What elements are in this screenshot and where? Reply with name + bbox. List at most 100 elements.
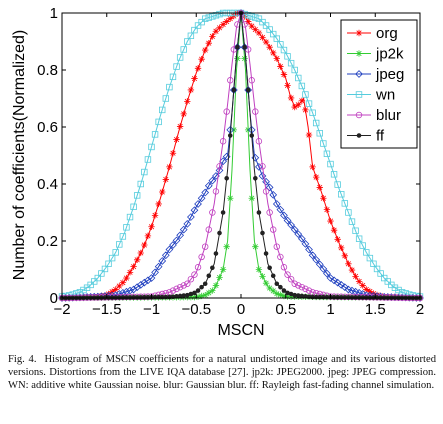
data-point-blur — [180, 282, 187, 289]
data-point-wn — [116, 241, 123, 248]
data-point-org — [248, 22, 255, 30]
data-point-ff — [285, 290, 290, 296]
data-point-org — [295, 101, 302, 108]
caption-text: Histogram of MSCN coefficients for a nat… — [8, 354, 436, 391]
data-point-wn — [366, 254, 374, 262]
x-tick-label: 0.5 — [275, 301, 296, 318]
data-point-wn — [108, 254, 116, 262]
y-axis-title: Number of coefficients(Normalized) — [11, 30, 28, 280]
data-point-jpeg — [319, 265, 328, 273]
data-point-jpeg — [287, 221, 295, 229]
data-point-jpeg — [197, 194, 206, 203]
data-point-wn — [91, 278, 98, 285]
data-point-jpeg — [158, 257, 167, 265]
data-point-blur — [255, 138, 263, 145]
y-tick-label: 0.8 — [37, 62, 58, 79]
data-point-org — [205, 40, 212, 47]
data-point-org — [184, 98, 191, 105]
data-point-blur — [194, 264, 202, 271]
data-point-jpeg — [262, 177, 270, 186]
data-point-jp2k — [216, 274, 223, 281]
data-point-org — [348, 266, 356, 274]
data-point-jpeg — [312, 255, 321, 264]
data-point-jpeg — [276, 205, 285, 214]
data-point-ff — [253, 176, 258, 181]
data-point-blur — [201, 243, 209, 250]
data-point-wn — [173, 63, 180, 70]
data-point-ff — [152, 294, 158, 300]
data-point-jpeg — [308, 251, 317, 260]
data-point-wn — [130, 203, 137, 210]
data-point-jpeg — [301, 239, 310, 248]
data-point-wn — [126, 213, 134, 221]
data-point-jpeg — [204, 181, 213, 190]
data-point-org — [259, 34, 266, 41]
data-point-wn — [309, 109, 316, 116]
data-point-ff — [278, 284, 283, 290]
data-point-blur — [270, 226, 277, 233]
data-point-ff — [274, 281, 280, 287]
data-point-org — [194, 65, 202, 72]
data-point-ff — [192, 290, 197, 296]
data-point-blur — [273, 243, 280, 250]
data-point-org — [255, 29, 263, 37]
data-point-wn — [98, 270, 105, 277]
data-point-ff — [231, 87, 237, 93]
data-point-ff — [342, 295, 348, 300]
data-point-org — [159, 188, 166, 196]
data-point-jpeg — [154, 262, 163, 271]
data-point-ff — [224, 176, 229, 181]
data-point-ff — [138, 295, 144, 300]
data-point-blur — [169, 287, 177, 294]
data-point-wn — [359, 242, 366, 249]
data-point-ff — [195, 288, 201, 293]
data-point-jp2k — [248, 195, 255, 202]
data-point-org — [287, 94, 295, 102]
data-point-wn — [144, 156, 152, 163]
data-point-wn — [273, 35, 280, 42]
legend-label-jp2k: jp2k — [375, 46, 404, 63]
data-point-ff — [177, 293, 183, 299]
data-point-org — [234, 10, 241, 17]
data-point-ff — [210, 265, 215, 271]
data-point-blur — [227, 77, 234, 84]
data-point-org — [116, 282, 123, 290]
data-point-jpeg — [337, 281, 346, 289]
data-point-org — [173, 136, 180, 143]
legend-marker-jp2k — [355, 50, 363, 57]
data-point-wn — [94, 274, 101, 282]
data-point-org — [191, 75, 198, 82]
data-point-org — [252, 26, 259, 33]
data-point-wn — [270, 30, 277, 38]
data-point-jp2k — [273, 290, 280, 297]
data-point-wn — [345, 209, 352, 216]
y-tick-label: 0 — [50, 290, 58, 307]
data-point-wn — [266, 26, 273, 33]
data-point-blur — [205, 226, 212, 233]
data-point-blur — [259, 163, 266, 170]
data-point-org — [266, 44, 273, 51]
data-point-jp2k — [227, 195, 234, 202]
data-point-ff — [227, 133, 233, 138]
data-point-jp2k — [202, 291, 209, 299]
data-point-wn — [209, 13, 216, 20]
data-point-wn — [291, 66, 298, 74]
legend-marker-wn — [355, 91, 363, 98]
data-point-blur — [287, 275, 295, 283]
data-point-jpeg — [176, 231, 185, 240]
data-point-ff — [299, 293, 305, 299]
figure-caption: Fig. 4. Histogram of MSCN coefficients fo… — [8, 353, 436, 392]
data-point-wn — [305, 100, 313, 107]
data-point-wn — [198, 18, 205, 26]
legend-marker-blur — [355, 111, 363, 119]
data-point-ff — [242, 44, 247, 50]
data-point-wn — [191, 26, 198, 34]
data-point-org — [112, 286, 119, 293]
data-point-jpeg — [215, 166, 224, 175]
data-point-ff — [181, 293, 187, 298]
data-point-ff — [353, 295, 358, 300]
data-point-jpeg — [283, 216, 292, 225]
data-point-wn — [212, 12, 220, 19]
data-point-ff — [260, 230, 265, 236]
data-point-jp2k — [280, 292, 288, 300]
